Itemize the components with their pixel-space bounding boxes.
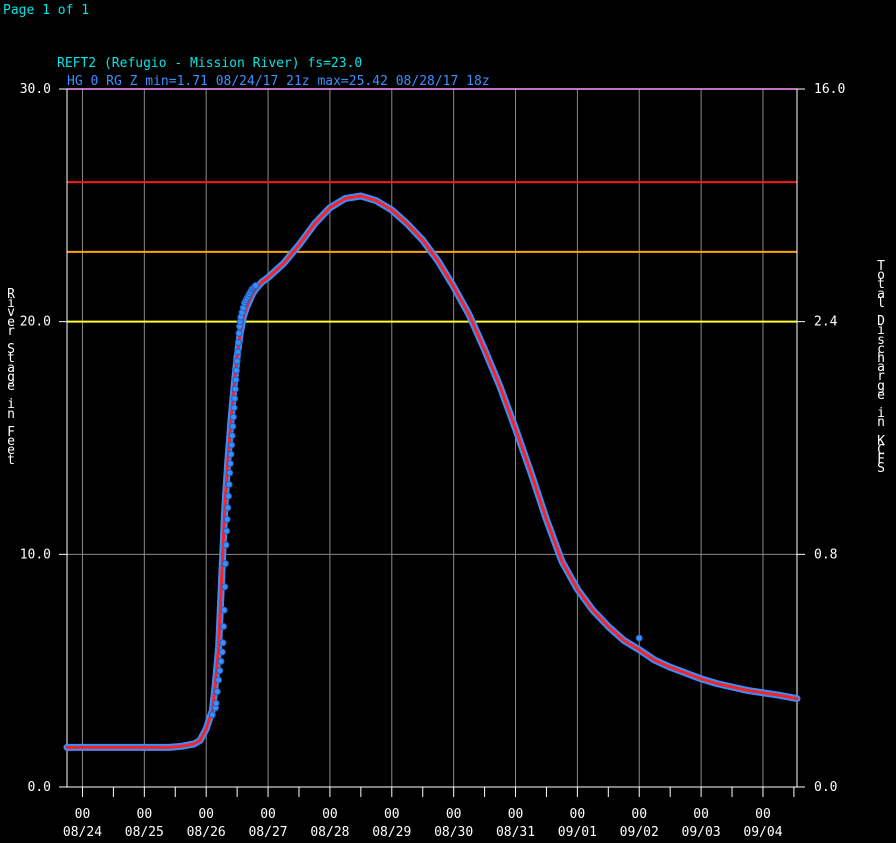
y-tick-label-right: 0.8: [814, 547, 837, 562]
x-tick-label-hour: 00: [137, 807, 153, 822]
observation-point: [230, 404, 238, 412]
observed-stage-outline: [63, 192, 801, 751]
observation-point: [223, 527, 231, 535]
observation-point: [218, 648, 226, 656]
observation-point: [235, 329, 243, 337]
observation-point: [221, 560, 229, 568]
observation-point: [252, 282, 260, 290]
observation-point: [229, 413, 237, 421]
observation-point: [226, 469, 234, 477]
observation-point: [224, 504, 232, 512]
observation-point: [229, 422, 237, 430]
x-tick-label-date: 08/26: [187, 825, 226, 840]
observation-point: [224, 492, 232, 500]
observation-point: [222, 541, 230, 549]
x-tick-label-hour: 00: [322, 807, 338, 822]
threshold-layer: [67, 88, 797, 323]
y-tick-label-right: 0.0: [814, 780, 837, 795]
observation-point: [226, 460, 234, 468]
observation-point: [220, 622, 228, 630]
grid-layer: [67, 88, 797, 788]
y-tick-label-right: 16.0: [814, 82, 845, 97]
observation-point: [227, 450, 235, 458]
chart-title: REFT2 (Refugio - Mission River) fs=23.0: [57, 56, 362, 71]
y-tick-label-left: 20.0: [20, 315, 51, 330]
observation-point: [208, 711, 216, 719]
observation-point: [213, 688, 221, 696]
x-tick-label-hour: 00: [198, 807, 214, 822]
observation-point: [212, 699, 220, 707]
y-tick-label-left: 30.0: [20, 82, 51, 97]
observation-point: [221, 583, 229, 591]
observed-stage-line: [65, 194, 799, 749]
observation-point: [215, 676, 223, 684]
x-tick-label-date: 09/04: [743, 825, 782, 840]
points-layer: [208, 282, 643, 719]
x-tick-label-date: 08/25: [125, 825, 164, 840]
tick-label-layer: 0.0 0.0 10.0 0.8 20.0 2.4 30.0 16.0 00 08/24 00 08/…: [20, 82, 846, 840]
axes-layer: [59, 88, 805, 797]
x-tick-label-date: 08/24: [63, 825, 102, 840]
observation-point: [232, 376, 240, 384]
x-tick-label-hour: 00: [508, 807, 524, 822]
observation-point: [228, 441, 236, 449]
observation-point: [228, 432, 236, 440]
x-tick-label-hour: 00: [384, 807, 400, 822]
observation-point: [216, 667, 224, 675]
observation-point: [220, 606, 228, 614]
observation-point: [234, 339, 242, 347]
x-tick-label-hour: 00: [260, 807, 276, 822]
series-layer: [63, 192, 801, 751]
page-label: Page 1 of 1: [3, 3, 90, 18]
observation-point: [223, 515, 231, 523]
x-tick-label-hour: 00: [631, 807, 647, 822]
observation-point: [231, 394, 239, 402]
y-tick-label-left: 0.0: [28, 780, 51, 795]
observation-point: [635, 634, 643, 642]
observation-point: [219, 639, 227, 647]
x-tick-label-date: 08/29: [372, 825, 411, 840]
y-axis-label-left: R i v e r S t a g e i n F e e t: [7, 287, 15, 468]
observation-point: [225, 481, 233, 489]
x-tick-label-date: 08/27: [248, 825, 287, 840]
y-axis-label-right: T o t a l D i s c h a r g e i n K C F S: [877, 259, 885, 477]
x-tick-label-date: 09/01: [558, 825, 597, 840]
x-tick-label-hour: 00: [570, 807, 586, 822]
x-tick-label-date: 08/31: [496, 825, 535, 840]
x-tick-label-date: 08/28: [310, 825, 349, 840]
observation-point: [234, 348, 242, 356]
x-tick-label-date: 08/30: [434, 825, 473, 840]
x-tick-label-date: 09/03: [682, 825, 721, 840]
observation-point: [231, 385, 239, 393]
x-tick-label-hour: 00: [75, 807, 91, 822]
y-tick-label-left: 10.0: [20, 547, 51, 562]
chart-subtitle: HG 0 RG Z min=1.71 08/24/17 21z max=25.4…: [67, 74, 490, 89]
observation-point: [233, 367, 241, 375]
x-tick-label-hour: 00: [693, 807, 709, 822]
y-tick-label-right: 2.4: [814, 315, 838, 330]
x-tick-label-hour: 00: [755, 807, 771, 822]
observation-point: [217, 657, 225, 665]
x-tick-label-date: 09/02: [620, 825, 659, 840]
x-tick-label-hour: 00: [446, 807, 462, 822]
observation-point: [233, 357, 241, 365]
